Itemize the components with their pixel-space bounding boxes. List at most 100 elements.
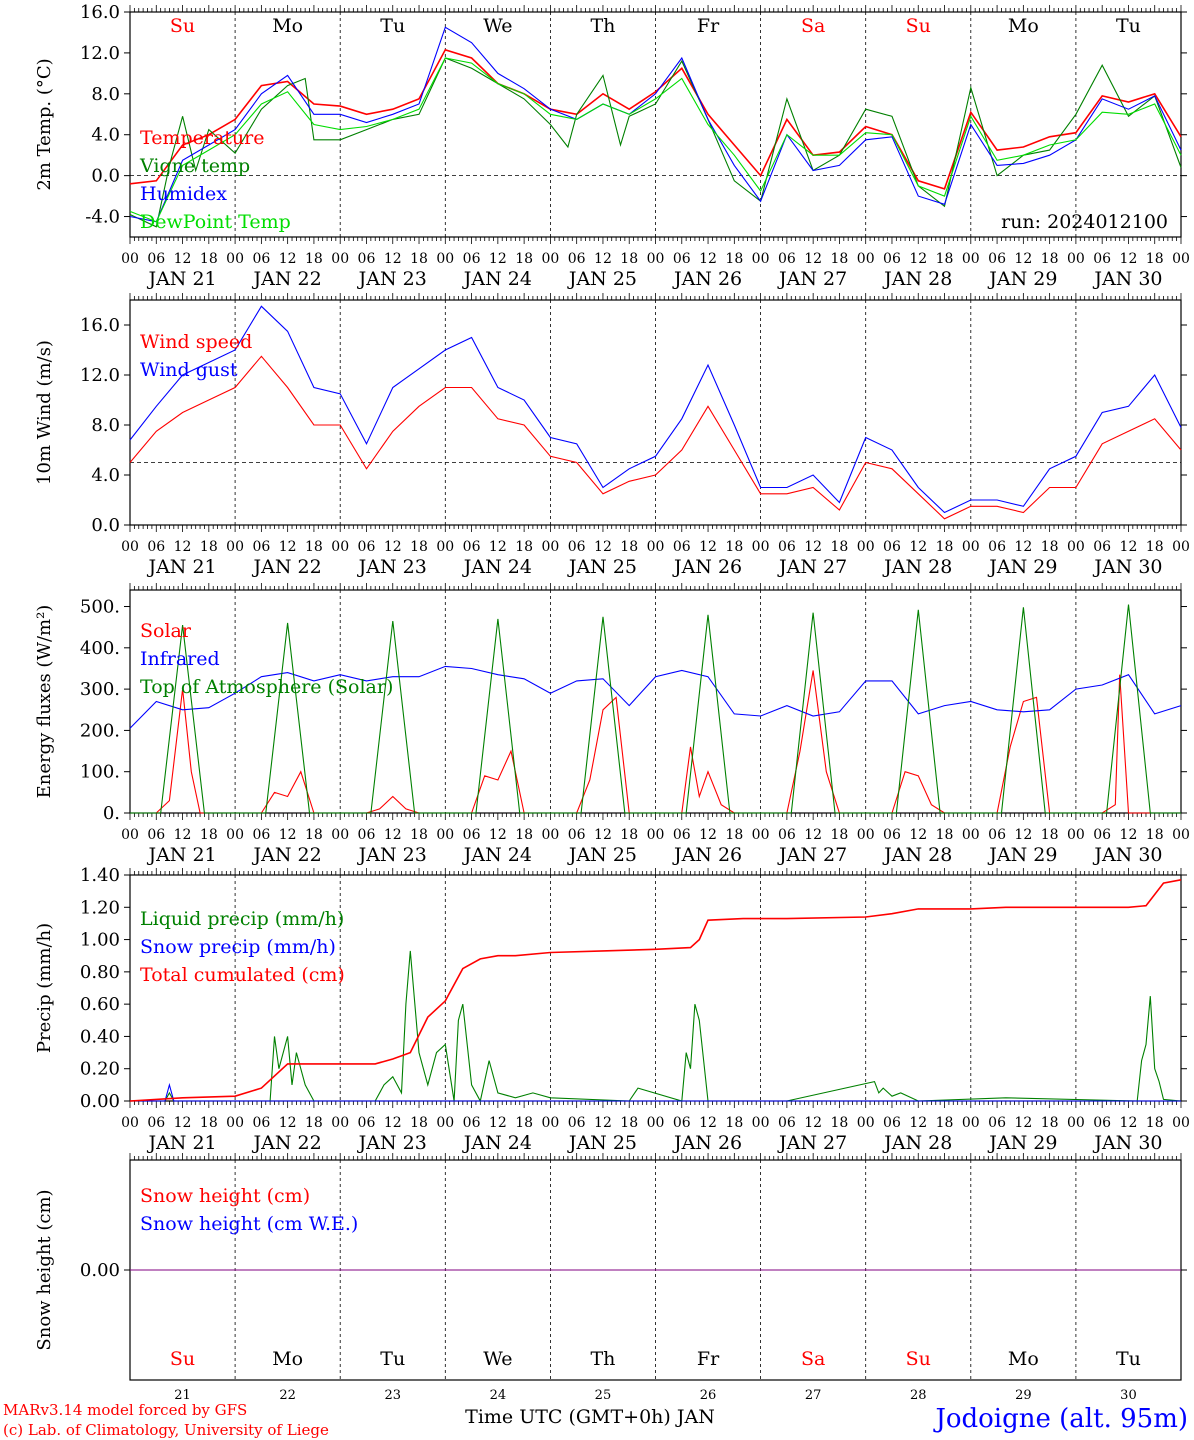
hour-tick-label: 12 <box>174 827 192 843</box>
hour-tick-label: 06 <box>568 827 586 843</box>
weekday-label-top: Tu <box>1116 15 1141 37</box>
hour-tick-label: 18 <box>620 251 638 267</box>
hour-tick-label: 06 <box>358 539 376 555</box>
hour-tick-label: 18 <box>200 251 218 267</box>
y-tick-label: 200. <box>80 720 120 741</box>
hour-tick-label: 00 <box>436 251 454 267</box>
hour-tick-label: 18 <box>410 1115 428 1131</box>
y-tick-label: 12.0 <box>80 43 120 64</box>
hour-tick-label: 18 <box>515 539 533 555</box>
date-label: JAN 30 <box>1092 556 1162 578</box>
legend-entry: Wind gust <box>140 359 238 381</box>
date-label: JAN 25 <box>567 268 637 290</box>
date-label: JAN 21 <box>146 556 216 578</box>
panel-frame <box>129 11 1182 238</box>
hour-tick-label: 18 <box>831 827 849 843</box>
date-label: JAN 25 <box>567 1132 637 1154</box>
y-tick-label: 100. <box>80 762 120 783</box>
hour-tick-label: 06 <box>463 539 481 555</box>
y-tick-label: 16.0 <box>80 2 120 23</box>
hour-tick-label: 00 <box>541 1115 559 1131</box>
weekday-label-bottom: Fr <box>697 1348 720 1370</box>
legend-entry: Snow height (cm) <box>140 1185 310 1207</box>
date-label: JAN 22 <box>252 268 322 290</box>
y-tick-label: 0.0 <box>91 166 120 187</box>
hour-tick-label: 18 <box>200 827 218 843</box>
hour-tick-label: 12 <box>1014 539 1032 555</box>
hour-tick-label: 00 <box>962 539 980 555</box>
hour-tick-label: 12 <box>279 827 297 843</box>
weekday-label-bottom: Sa <box>801 1348 825 1370</box>
day-number: 30 <box>1120 1388 1137 1403</box>
y-tick-label: 1.20 <box>80 897 120 918</box>
hour-tick-label: 00 <box>857 827 875 843</box>
hour-tick-label: 06 <box>988 1115 1006 1131</box>
hour-tick-label: 00 <box>1067 1115 1085 1131</box>
hour-tick-label: 12 <box>1120 251 1138 267</box>
hour-tick-label: 00 <box>962 827 980 843</box>
hour-tick-label: 06 <box>778 539 796 555</box>
hour-tick-label: 06 <box>673 251 691 267</box>
hour-tick-label: 18 <box>936 251 954 267</box>
hour-tick-label: 00 <box>331 1115 349 1131</box>
series-line-temperature <box>129 48 1182 190</box>
date-label: JAN 27 <box>777 556 847 578</box>
hour-tick-label: 06 <box>988 827 1006 843</box>
date-label: JAN 27 <box>777 1132 847 1154</box>
hour-tick-label: 18 <box>305 827 323 843</box>
day-number: 24 <box>490 1388 507 1403</box>
day-number: 27 <box>805 1388 822 1403</box>
weekday-label-top: Mo <box>272 15 303 37</box>
date-label: JAN 25 <box>567 556 637 578</box>
lab-credit: (c) Lab. of Climatology, University of L… <box>3 1421 329 1439</box>
hour-tick-label: 18 <box>1041 827 1059 843</box>
date-label: JAN 29 <box>987 1132 1057 1154</box>
date-label: JAN 21 <box>146 268 216 290</box>
hour-tick-label: 06 <box>463 251 481 267</box>
hour-tick-label: 00 <box>1172 1115 1190 1131</box>
legend-entry: DewPoint Temp <box>140 211 291 233</box>
hour-tick-label: 00 <box>331 827 349 843</box>
hour-tick-label: 18 <box>200 1115 218 1131</box>
hour-tick-label: 06 <box>252 539 270 555</box>
hour-tick-label: 18 <box>1146 251 1164 267</box>
hour-tick-label: 12 <box>384 251 402 267</box>
date-label: JAN 21 <box>146 1132 216 1154</box>
date-label: JAN 24 <box>462 844 532 866</box>
legend-entry: Snow height (cm W.E.) <box>140 1213 358 1235</box>
hour-tick-label: 18 <box>936 827 954 843</box>
hour-tick-label: 06 <box>568 1115 586 1131</box>
hour-tick-label: 00 <box>331 251 349 267</box>
legend-entry: Wind speed <box>140 331 252 353</box>
weekday-label-top: Th <box>590 15 615 37</box>
hour-tick-label: 00 <box>331 539 349 555</box>
hour-tick-label: 12 <box>174 1115 192 1131</box>
hour-tick-label: 00 <box>962 251 980 267</box>
hour-tick-label: 06 <box>1093 251 1111 267</box>
hour-tick-label: 12 <box>279 251 297 267</box>
hour-tick-label: 12 <box>489 251 507 267</box>
weekday-label-top: Su <box>906 15 931 37</box>
y-tick-label: 400. <box>80 638 120 659</box>
hour-tick-label: 12 <box>279 539 297 555</box>
hour-tick-label: 06 <box>147 251 165 267</box>
hour-tick-label: 12 <box>909 539 927 555</box>
y-tick-label: 0. <box>103 803 120 824</box>
date-label: JAN 23 <box>357 556 427 578</box>
panel-4: Precip (mm/h) 1.40 1.20 1.00 0.80 0.60 0.40 0.2… <box>34 865 1190 1154</box>
hour-tick-label: 00 <box>121 539 139 555</box>
legend-entry: Total cumulated (cm) <box>140 964 345 986</box>
hour-tick-label: 06 <box>252 827 270 843</box>
hour-tick-label: 18 <box>725 1115 743 1131</box>
date-label: JAN 26 <box>672 844 742 866</box>
date-label: JAN 29 <box>987 844 1057 866</box>
hour-tick-label: 00 <box>226 251 244 267</box>
y-tick-label: 1.00 <box>80 930 120 951</box>
date-label: JAN 30 <box>1092 844 1162 866</box>
y-axis-label: 2m Temp. (°C) <box>34 58 55 190</box>
weekday-label-top: Sa <box>801 15 825 37</box>
hour-tick-label: 12 <box>699 251 717 267</box>
hour-tick-label: 00 <box>752 251 770 267</box>
series-line-snow-precip-mm-h- <box>130 1082 1181 1102</box>
